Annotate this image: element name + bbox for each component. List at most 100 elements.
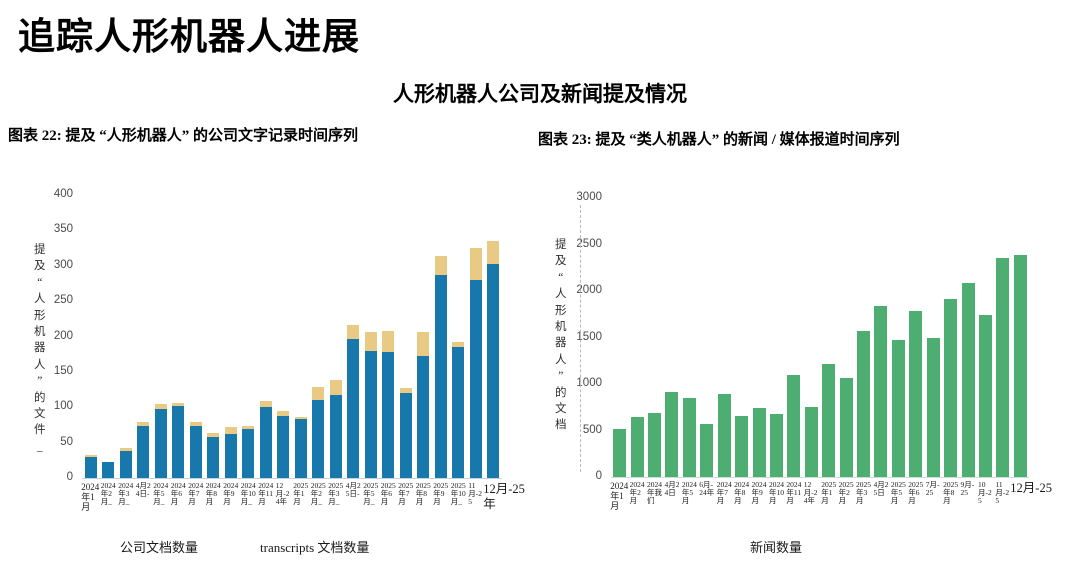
- y-tick-label: 3000: [576, 191, 602, 203]
- x-axis-label: 2025年8月: [943, 480, 959, 505]
- bar-segment: [207, 436, 220, 478]
- y-tick-label: 150: [53, 364, 73, 377]
- y-tick-label: 350: [53, 223, 73, 236]
- bar-segment: [752, 407, 766, 477]
- bar-segment: [189, 422, 202, 426]
- bar-segment: [224, 427, 237, 435]
- x-axis-label: 2024年7月: [716, 480, 732, 505]
- x-axis-label: 2024年10月_: [240, 481, 256, 506]
- bar-segment: [469, 279, 482, 478]
- x-axis-label: 2024年11月: [786, 480, 802, 505]
- x-axis-label: 2024年我们: [647, 480, 663, 505]
- bar-segment: [434, 274, 447, 478]
- bar-segment: [822, 364, 836, 477]
- x-axis-label: 2025年1月: [821, 480, 837, 505]
- bar-segment: [648, 412, 662, 477]
- bar-segment: [630, 417, 644, 477]
- y-tick-label: 0: [595, 470, 602, 482]
- x-axis-baseline: [82, 478, 502, 479]
- legend-label: transcripts 文档数量: [260, 540, 370, 555]
- x-axis-label: 2024年1月: [610, 481, 629, 511]
- bar-segment: [224, 434, 237, 478]
- y-tick-label: 50: [60, 435, 73, 448]
- bar-segment: [944, 299, 958, 477]
- x-axis-label: 2024年1月: [81, 482, 100, 512]
- bar-segment: [769, 413, 783, 477]
- bar-segment: [434, 255, 447, 275]
- bar-segment: [119, 448, 132, 452]
- x-axis-label: 4月24日: [664, 480, 680, 497]
- bar-segment: [277, 415, 290, 478]
- bar-segment: [996, 257, 1010, 477]
- y-axis-dashed-line: [580, 205, 581, 472]
- bar-segment: [207, 432, 220, 437]
- x-axis-label: 4月25日: [873, 480, 889, 497]
- x-axis-label: 2025年6月: [380, 481, 396, 506]
- bar-segment: [294, 417, 307, 420]
- chart-company-transcripts: 0 50 100 150 200 250 300 350 400 提 及 “ 人 形 机 器 人 …: [20, 180, 540, 561]
- y-tick-label: 250: [53, 294, 73, 307]
- bar-segment: [452, 342, 465, 348]
- bar-segment: [735, 415, 749, 477]
- x-axis-label: 2024年9月: [751, 480, 767, 505]
- bar-segment: [469, 248, 482, 280]
- x-axis-baseline: [611, 477, 1029, 478]
- bar-segment: [189, 425, 202, 478]
- bar-segment: [347, 325, 360, 340]
- y-tick-label: 200: [53, 329, 73, 342]
- bar-segment: [682, 398, 696, 477]
- chart-caption-company: 图表 22: 提及 “人形机器人” 的公司文字记录时间序列: [8, 128, 358, 144]
- y-tick-label: 2000: [576, 284, 602, 296]
- x-axis-label: 10月-25: [977, 480, 992, 505]
- bar-segment: [926, 337, 940, 477]
- bar-segment: [487, 263, 500, 478]
- x-axis-label: 2025年6月: [908, 480, 924, 505]
- bar-segment: [84, 455, 97, 457]
- bar-segment: [277, 410, 290, 416]
- x-axis-label: 2024年5月: [681, 480, 697, 505]
- bar-segment: [154, 404, 167, 410]
- bar-segment: [399, 393, 412, 478]
- x-axis-label: 12月-24年: [803, 480, 818, 505]
- y-tick-label: 0: [66, 471, 73, 483]
- x-axis-label: 7月-25: [925, 480, 940, 497]
- bar-segment: [259, 400, 272, 407]
- bar-segment: [312, 386, 325, 401]
- bar-segment: [172, 403, 185, 406]
- bar-segment: [839, 378, 853, 477]
- bar-segment: [665, 391, 679, 477]
- x-axis-label: 2025年5月: [890, 480, 906, 505]
- bar-segment: [294, 419, 307, 478]
- bar-segment: [259, 406, 272, 478]
- bar-segment: [137, 425, 150, 478]
- bar-segment: [154, 409, 167, 478]
- x-axis-label: 2024年3月_: [118, 481, 134, 506]
- bar-segment: [329, 395, 342, 478]
- bar-segment: [312, 400, 325, 478]
- x-axis-label: 2025年2月: [838, 480, 854, 505]
- bar-segment: [172, 405, 185, 478]
- bar-segment: [891, 340, 905, 477]
- bar-segment: [84, 456, 97, 478]
- y-tick-label: 100: [53, 400, 73, 413]
- x-axis-label: 2024年2月: [629, 480, 645, 505]
- y-axis-title: 提 及 “ 人 形 机 器 人 ” 的 文 件 _: [34, 244, 46, 453]
- bar-segment: [329, 379, 342, 396]
- bar-segment: [417, 332, 430, 357]
- bar-segment: [119, 451, 132, 478]
- x-axis-label: 2024年8月: [205, 481, 221, 506]
- x-axis-label: 2025年3月_: [328, 481, 344, 506]
- x-axis-label: 2024年6月: [170, 481, 186, 506]
- chart-news-mentions: 0 500 1000 1500 2000 2500 3000 提 及 “ 人 形 机 器 人 …: [545, 180, 1080, 561]
- x-axis-label: 2024年5月_: [153, 481, 169, 506]
- x-axis-label: 11月-25: [468, 481, 482, 506]
- bar-segment: [787, 374, 801, 477]
- bar-segment: [874, 305, 888, 477]
- y-tick-label: 1500: [576, 330, 602, 343]
- x-axis-label: 2024年11月: [258, 481, 274, 506]
- bar-segment: [857, 330, 871, 477]
- bar-segment: [382, 352, 395, 478]
- legend-label: 公司文档数量: [120, 540, 199, 555]
- x-axis-label: 4月25日-: [345, 481, 361, 498]
- x-axis-label: 12月-25年: [483, 482, 525, 511]
